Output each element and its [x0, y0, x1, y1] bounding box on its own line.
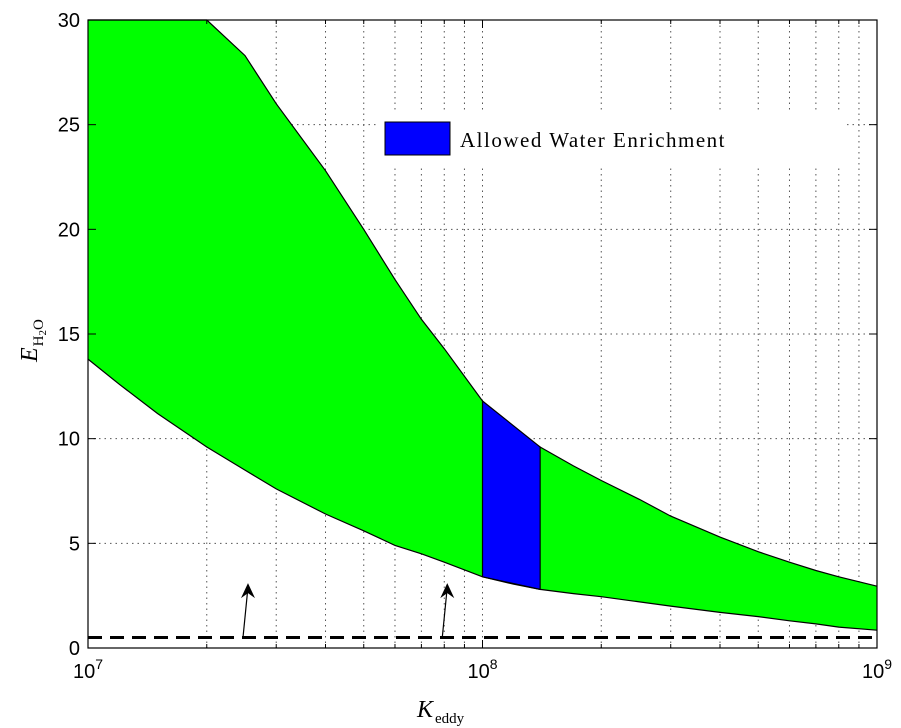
- x-tick-labels: 107 108 109: [73, 656, 892, 683]
- ticks: [87, 19, 878, 649]
- x-tick-label: 109: [862, 656, 892, 683]
- arrow-shaft: [242, 587, 249, 638]
- y-tick-label: 25: [58, 115, 80, 137]
- x-tick-label: 107: [73, 656, 103, 683]
- arrow-shaft: [441, 587, 448, 638]
- y-tick-label: 30: [58, 10, 80, 32]
- y-tick-label: 10: [58, 429, 80, 451]
- legend-label: Allowed Water Enrichment: [460, 128, 726, 152]
- y-tick-label: 15: [58, 324, 80, 346]
- arrow-head: [440, 583, 455, 599]
- legend-box: [378, 111, 846, 167]
- arrow-head: [240, 583, 255, 599]
- y-tick-label: 0: [69, 638, 80, 660]
- x-tick-label: 108: [467, 656, 497, 683]
- green-band: [88, 20, 877, 631]
- data-layer: [87, 19, 878, 640]
- y-tick-label: 5: [69, 533, 80, 555]
- legend-swatch: [384, 121, 451, 156]
- arrows: [240, 583, 455, 638]
- y-tick-labels: 0 5 10 15 20 25 30: [58, 10, 80, 660]
- legend: Allowed Water Enrichment: [378, 111, 846, 167]
- y-axis-label: EH2O: [17, 319, 49, 363]
- y-tick-label: 20: [58, 219, 80, 241]
- allowed-water-enrichment-region: [481, 399, 541, 591]
